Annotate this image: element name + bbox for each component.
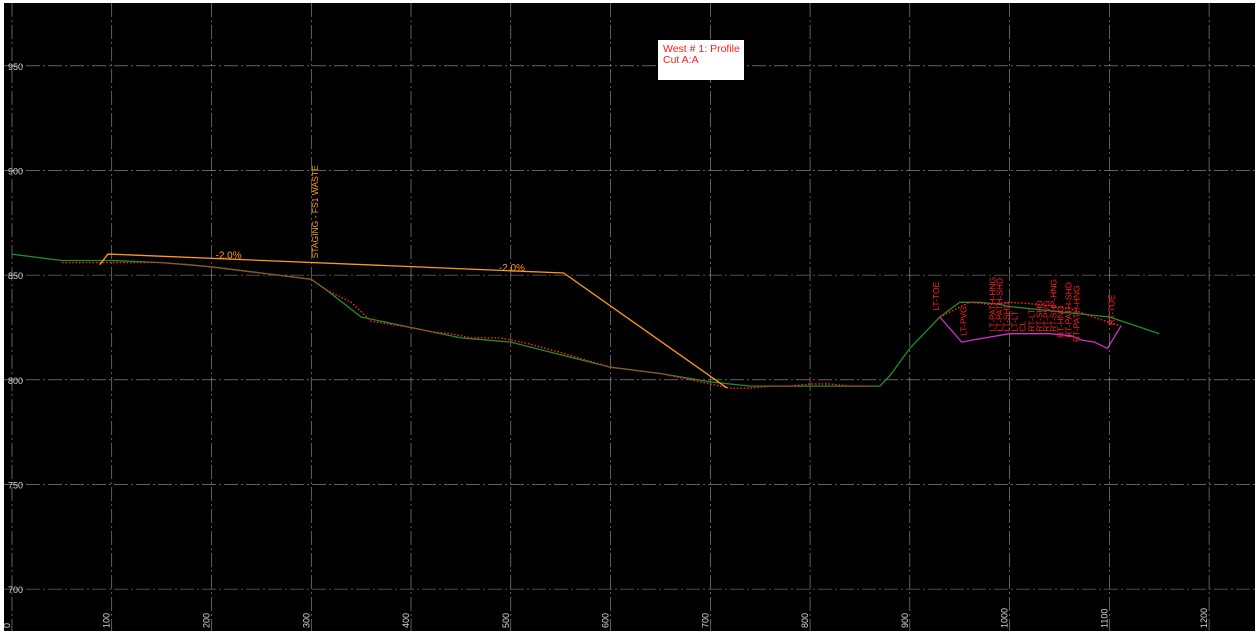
y-tick-label: 750 [8, 480, 23, 490]
tick-layer: 700 750 800 850 900 950 0 100 200 300 400 500 600 700… [4, 62, 1209, 628]
station-annotation: LT-SHD [1002, 302, 1012, 332]
grade-label: -2.0% [215, 250, 241, 261]
station-annotation: CL [1018, 321, 1028, 332]
series-layer [11, 253, 1160, 389]
chart-title: West # 1: Profile [663, 43, 740, 55]
x-tick-label: 1200 [1199, 608, 1209, 628]
station-annotation: LT-PATH-HNG [988, 277, 998, 332]
station-annotation: RT-PATH-SHD [1063, 282, 1073, 338]
x-tick-label: 200 [202, 613, 212, 628]
x-tick-label: 0 [4, 623, 12, 628]
station-annotation: LT-PVG [959, 306, 969, 336]
x-tick-label: 800 [800, 613, 810, 628]
chart-subtitle: Cut A:A [663, 54, 699, 66]
title-box: West # 1: Profile Cut A:A [658, 40, 744, 80]
station-annotation: LT-TOE [931, 281, 941, 310]
profile-viewport[interactable]: -2.0% -2.0% STAGING - FS1 WASTE LT-TOE LT-PV… [4, 3, 1255, 631]
y-tick-label: 850 [8, 271, 23, 281]
series-line-4 [939, 316, 1122, 350]
y-tick-label: 800 [8, 376, 23, 386]
station-annotation: RT-TOE [1106, 294, 1116, 325]
station-annotation: RT-PATH-HNG [1071, 285, 1081, 342]
series-line-2 [939, 301, 1120, 327]
station-annotation: RT-LT [1026, 309, 1036, 332]
y-tick-label: 950 [8, 62, 23, 72]
station-annotation: RT-SHP-HNG [1048, 279, 1058, 332]
grid-layer [4, 3, 1255, 631]
station-annotation: RT-HNG [1056, 306, 1066, 338]
y-tick-label: 900 [8, 166, 23, 176]
x-tick-label: 400 [401, 613, 411, 628]
x-tick-label: 100 [102, 613, 112, 628]
station-annotation: RT-PVG [1041, 300, 1051, 332]
station-annotation: RT-SHD [1034, 300, 1044, 332]
grade-label: -2.0% [499, 263, 525, 274]
station-annotation: LT-PATH-SHD [995, 278, 1005, 332]
y-tick-label: 700 [8, 585, 23, 595]
profile-plot: -2.0% -2.0% STAGING - FS1 WASTE LT-TOE LT-PV… [4, 3, 1255, 631]
x-tick-label: 300 [301, 613, 311, 628]
x-tick-label: 900 [900, 613, 910, 628]
x-tick-label: 500 [501, 613, 511, 628]
station-annotation: LT-LT [1010, 311, 1020, 332]
x-tick-label: 700 [700, 613, 710, 628]
x-tick-label: 1000 [1000, 608, 1010, 628]
label-layer: -2.0% -2.0% STAGING - FS1 WASTE LT-TOE LT-PV… [215, 165, 1116, 342]
x-tick-label: 600 [601, 613, 611, 628]
series-line-1 [61, 261, 870, 389]
x-tick-label: 1100 [1099, 609, 1109, 628]
station-annotation: STAGING - FS1 WASTE [310, 165, 320, 258]
series-line-3 [99, 253, 728, 389]
